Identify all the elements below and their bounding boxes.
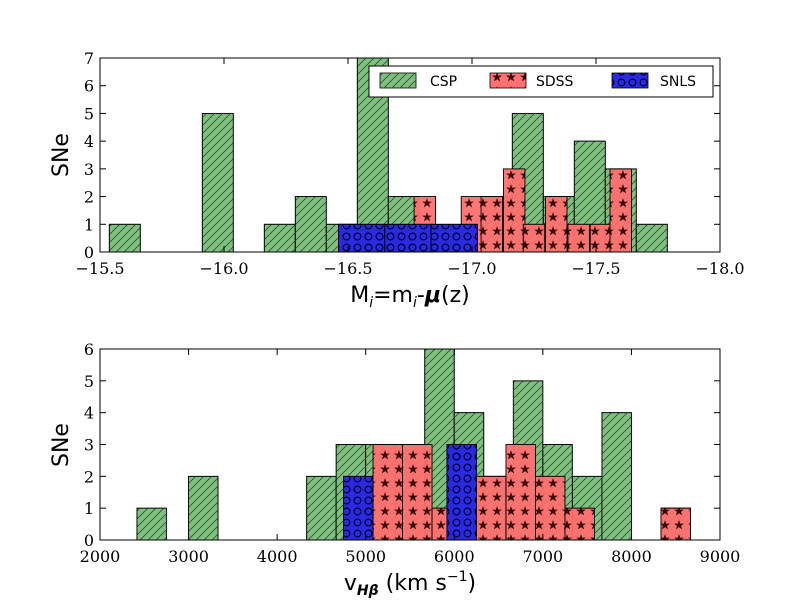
x-tick-label: −18.0 [695, 259, 744, 278]
x-tick-label: 5000 [345, 547, 386, 566]
x-tick-label: 9000 [700, 547, 741, 566]
bar-sdss [545, 196, 568, 253]
x-tick-label: 4000 [257, 547, 298, 566]
bar-sdss [564, 507, 595, 541]
bar-sdss [609, 168, 632, 253]
x-tick-label: −17.0 [447, 259, 496, 278]
bottom-xlabel: vHβ (km s−1) [344, 569, 476, 599]
bar-sdss [567, 223, 590, 253]
top-ticks: −15.5 −16.0 −16.5 −17.0 −17.5 −18.0 0 1 2 3 4 5 6 7 [75, 49, 744, 278]
top-plot-frame [99, 57, 721, 253]
bar-csp [188, 475, 219, 541]
bar-snls [384, 223, 432, 253]
legend-swatch-csp-pattern [380, 73, 416, 88]
bottom-ylabel: SNe [49, 423, 74, 467]
y-tick-label: 0 [84, 531, 94, 550]
bar-sdss [535, 475, 566, 541]
y-tick-label: 4 [84, 404, 94, 423]
bar-sdss [402, 444, 433, 541]
x-tick-label: 3000 [168, 547, 209, 566]
x-tick-label: −15.5 [75, 259, 124, 278]
bar-csp [108, 223, 141, 253]
top-ylabel: SNe [49, 133, 74, 177]
x-tick-label: 7000 [522, 547, 563, 566]
bar-csp [306, 475, 337, 541]
bar-csp [601, 412, 632, 541]
legend: CSP SDSS SNLS [368, 65, 714, 98]
bar-csp [294, 196, 327, 253]
bar-csp [635, 223, 668, 253]
y-tick-label: 2 [84, 467, 94, 486]
y-tick-label: 3 [84, 160, 94, 179]
x-tick-label: 6000 [434, 547, 475, 566]
y-tick-label: 6 [84, 77, 94, 96]
y-tick-label: 3 [84, 436, 94, 455]
bottom-bars [136, 348, 691, 541]
x-tick-label: −17.5 [571, 259, 620, 278]
bar-csp [263, 223, 296, 253]
bar-sdss [522, 223, 546, 253]
bottom-ticks: 2000 3000 4000 5000 6000 7000 8000 9000 0 1 2 3 4 5 6 [80, 340, 741, 566]
legend-label-sdss: SDSS [536, 74, 574, 90]
y-tick-label: 1 [84, 215, 94, 234]
bar-snls [338, 223, 386, 253]
bar-snls [446, 444, 477, 541]
bar-snls [430, 223, 478, 253]
bar-sdss [480, 196, 503, 253]
bar-sdss [505, 444, 536, 541]
x-tick-label: −16.5 [323, 259, 372, 278]
y-tick-label: 5 [84, 104, 94, 123]
y-tick-label: 0 [84, 243, 94, 262]
legend-box [368, 65, 714, 98]
legend-swatch-sdss-pattern [490, 73, 526, 88]
y-tick-label: 7 [84, 49, 94, 68]
y-tick-label: 1 [84, 499, 94, 518]
bar-snls [343, 475, 374, 541]
x-tick-label: 2000 [80, 547, 121, 566]
y-tick-label: 5 [84, 372, 94, 391]
bar-sdss [475, 475, 507, 541]
y-tick-label: 2 [84, 188, 94, 207]
legend-label-snls: SNLS [660, 74, 696, 90]
top-bars [108, 57, 668, 253]
bar-sdss [372, 444, 404, 541]
top-panel: −15.5 −16.0 −16.5 −17.0 −17.5 −18.0 0 1 2 3 4 5 6 7 S… [49, 49, 745, 311]
bar-sdss [660, 507, 691, 541]
bar-csp [201, 113, 234, 253]
x-tick-label: 8000 [611, 547, 652, 566]
bottom-panel: 2000 3000 4000 5000 6000 7000 8000 90000123456 … [49, 340, 740, 599]
bar-sdss [589, 223, 613, 253]
x-tick-label: −16.0 [199, 259, 248, 278]
top-xlabel: Mi=mi-μ(z) [350, 283, 470, 311]
legend-swatch-snls-pattern [612, 73, 648, 88]
bar-sdss [503, 168, 526, 253]
y-tick-label: 6 [84, 340, 94, 359]
bar-csp [136, 507, 167, 541]
legend-label-csp: CSP [430, 74, 457, 90]
y-tick-label: 4 [84, 132, 94, 151]
